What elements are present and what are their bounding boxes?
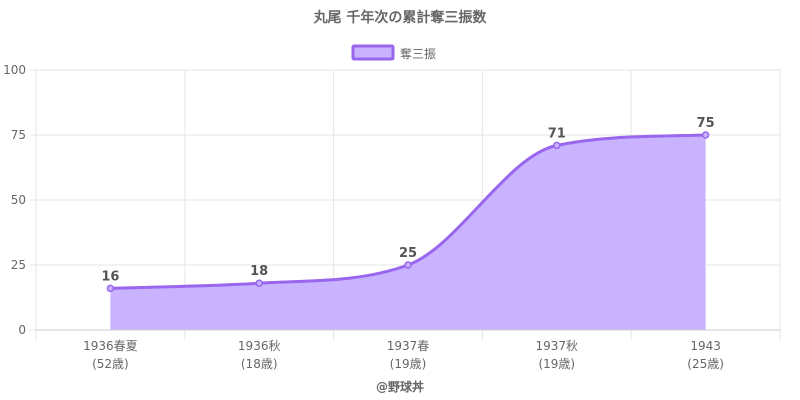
x-tick-sublabel: (19歳) <box>538 357 575 371</box>
x-tick-sublabel: (19歳) <box>390 357 427 371</box>
data-point[interactable] <box>553 141 561 150</box>
axis-layer: 0 25 50 75 100 1936春夏 (52歳) 1936秋 (18歳) 1937春 (19歳… <box>3 63 780 371</box>
y-tick-label: 0 <box>18 323 26 337</box>
data-point[interactable] <box>255 279 263 287</box>
legend-swatch <box>351 44 395 61</box>
data-label: 25 <box>399 246 417 261</box>
y-tick-label: 100 <box>3 63 26 77</box>
area-layer <box>106 131 710 330</box>
x-tick-label: 1943 <box>690 339 721 353</box>
x-tick-label: 1937秋 <box>536 339 579 353</box>
data-point[interactable] <box>701 131 710 139</box>
x-tick-sublabel: (52歳) <box>92 357 129 371</box>
series-area-fill <box>110 135 706 330</box>
x-tick-sublabel: (25歳) <box>687 357 724 371</box>
x-tick-label: 1937春 <box>387 339 430 353</box>
data-label: 75 <box>697 116 715 131</box>
y-tick-label: 75 <box>11 128 26 142</box>
x-tick-label: 1936秋 <box>238 339 281 353</box>
legend[interactable]: 奪三振 <box>351 44 436 61</box>
x-tick-sublabel: (18歳) <box>241 357 278 371</box>
data-point[interactable] <box>106 284 115 293</box>
y-tick-label: 25 <box>11 258 26 272</box>
data-label: 71 <box>548 126 566 141</box>
data-label: 18 <box>250 264 268 279</box>
chart-title: 丸尾 千年次の累計奪三振数 <box>313 9 488 26</box>
data-point[interactable] <box>404 261 412 269</box>
legend-label: 奪三振 <box>400 46 436 61</box>
chart-source: @野球丼 <box>376 379 424 394</box>
data-label: 16 <box>101 269 119 284</box>
y-tick-label: 50 <box>11 193 26 207</box>
label-layer: 16 18 25 71 75 <box>101 116 714 284</box>
x-tick-label: 1936春夏 <box>83 339 138 353</box>
